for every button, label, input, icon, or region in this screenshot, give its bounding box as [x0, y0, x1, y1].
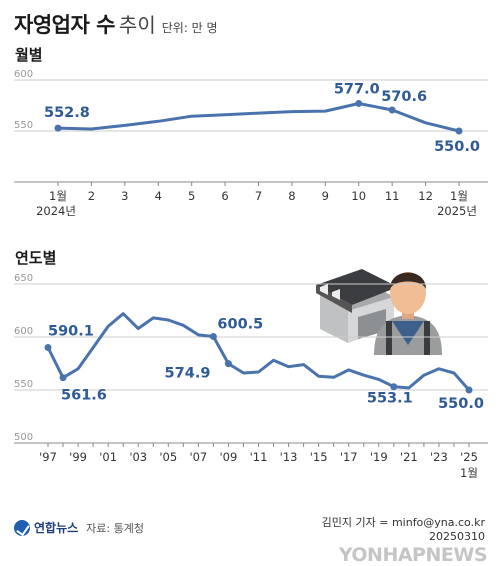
x-tick-label: 2	[88, 189, 95, 203]
x-tick-label: '03	[129, 450, 147, 464]
y-tick-label: 550	[14, 379, 33, 390]
x-tick-sublabel: 1월	[460, 466, 478, 478]
source-label: 자료: 통계청	[86, 521, 144, 535]
data-label: 550.0	[434, 139, 480, 155]
yearly-section-label: 연도별	[15, 249, 57, 267]
data-label: 552.8	[44, 105, 90, 121]
x-tick-label: '97	[39, 450, 57, 464]
title-main: 자영업자 수	[14, 13, 115, 37]
x-tick-label: 9	[322, 189, 329, 203]
data-label: 550.0	[438, 396, 484, 412]
x-tick-label: '11	[250, 450, 268, 464]
x-tick-label: 1월	[450, 189, 468, 203]
x-tick-label: 7	[255, 189, 262, 203]
x-tick-label: 8	[288, 189, 295, 203]
x-tick-label: 5	[188, 189, 195, 203]
credit-block: 김민지 기자 = minfo@yna.co.kr 20250310	[322, 516, 485, 544]
x-tick-label: '07	[189, 450, 207, 464]
x-tick-label: '19	[370, 450, 388, 464]
data-label: 600.5	[217, 316, 263, 332]
brand-name: 연합뉴스	[34, 521, 79, 535]
x-tick-label: '15	[310, 450, 328, 464]
y-tick-label: 650	[14, 273, 33, 284]
chart-title: 자영업자 수 추이 단위: 만 명	[14, 9, 218, 39]
x-tick-label: '99	[69, 450, 87, 464]
y-tick-label: 500	[14, 432, 33, 443]
y-tick-label: 600	[14, 326, 33, 337]
x-tick-label: '21	[400, 450, 418, 464]
data-point	[390, 383, 398, 391]
monthly-section-label: 월별	[15, 46, 43, 64]
yearly-chart: 500 550 600 650 '97 '99 '01 '03 '05 '07 '09 '11 '13 '…	[14, 273, 488, 478]
x-tick-label: 6	[221, 189, 228, 203]
x-tick-label: '17	[340, 450, 358, 464]
yonhapnews-watermark: YONHAPNEWS	[338, 544, 488, 566]
title-sub: 추이	[118, 13, 156, 37]
data-point	[44, 343, 52, 351]
data-label: 570.6	[381, 89, 427, 105]
y-tick-label: 550	[14, 120, 33, 131]
footer: 연합뉴스 자료: 통계청 김민지 기자 = minfo@yna.co.kr 20…	[0, 494, 499, 566]
data-point	[209, 332, 217, 340]
x-tick-label: '23	[430, 450, 448, 464]
data-label: 577.0	[334, 81, 380, 97]
data-point	[455, 127, 463, 135]
data-point	[59, 374, 67, 382]
yonhap-logo-icon	[14, 519, 30, 536]
shop-icon	[316, 269, 398, 343]
x-tick-label: 4	[155, 189, 162, 203]
x-tick-label: '09	[220, 450, 238, 464]
unit-label: 단위: 만 명	[161, 21, 218, 35]
data-label: 574.9	[165, 366, 211, 382]
x-tick-label: '01	[99, 450, 117, 464]
publish-date: 20250310	[429, 530, 485, 543]
data-label: 553.1	[367, 391, 413, 407]
x-tick-sublabel: 2025년	[437, 204, 477, 218]
x-tick-label: 3	[121, 189, 128, 203]
x-tick-label: 10	[351, 189, 366, 203]
data-label: 561.6	[61, 388, 107, 404]
reporter-credit: 김민지 기자 = minfo@yna.co.kr	[321, 516, 485, 529]
series-line	[56, 102, 461, 133]
data-point	[54, 124, 62, 132]
data-label: 590.1	[48, 323, 94, 339]
x-tick-label: 1월	[49, 189, 67, 203]
data-point	[465, 386, 473, 394]
data-point	[224, 360, 232, 368]
x-tick-label: 12	[418, 189, 433, 203]
x-tick-label: 11	[385, 189, 400, 203]
data-point	[355, 99, 363, 107]
x-tick-label: '05	[159, 450, 177, 464]
x-tick-label: '25	[460, 450, 478, 464]
brand-logo: 연합뉴스 자료: 통계청	[14, 519, 144, 536]
person-icon	[374, 272, 442, 355]
series-line	[46, 312, 471, 392]
x-tick-sublabel: 2024년	[36, 204, 76, 218]
y-tick-label: 600	[14, 69, 33, 80]
data-point	[388, 106, 396, 114]
shop-owner-illustration	[316, 269, 442, 355]
x-tick-label: '13	[280, 450, 298, 464]
